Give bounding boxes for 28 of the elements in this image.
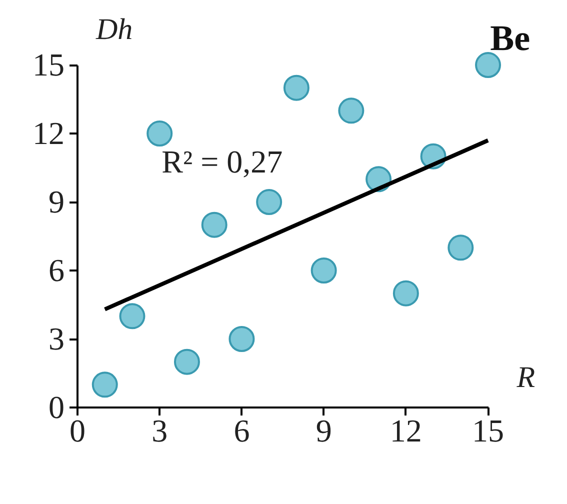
point: [283, 74, 310, 101]
y-tick-label: 3: [48, 320, 64, 356]
point: [146, 120, 173, 146]
y-tick-label: 15: [32, 46, 64, 83]
x-tick-label: 15: [472, 412, 504, 448]
x-tick-label: 9: [316, 412, 332, 448]
point: [448, 234, 474, 261]
point: [174, 348, 200, 375]
point: [119, 303, 146, 330]
point: [228, 326, 255, 352]
chart-title: Be: [490, 18, 530, 58]
y-tick-label: 12: [32, 115, 64, 152]
x-axis-title: R: [516, 360, 536, 394]
y-tick-label: 0: [48, 389, 64, 425]
point: [201, 212, 228, 238]
point: [92, 372, 118, 398]
y-tick-label: 9: [48, 184, 64, 220]
point: [310, 258, 337, 284]
x-tick-label: 12: [390, 412, 422, 448]
x-tick-label: 3: [152, 412, 168, 448]
x-tick-label: 6: [234, 412, 250, 448]
annotation: R² = 0,27: [162, 144, 283, 180]
point: [256, 189, 282, 215]
y-tick-label: 6: [48, 252, 64, 288]
point: [338, 98, 364, 124]
point: [392, 280, 419, 306]
point: [475, 52, 502, 78]
y-axis-title: Dh: [94, 13, 133, 46]
